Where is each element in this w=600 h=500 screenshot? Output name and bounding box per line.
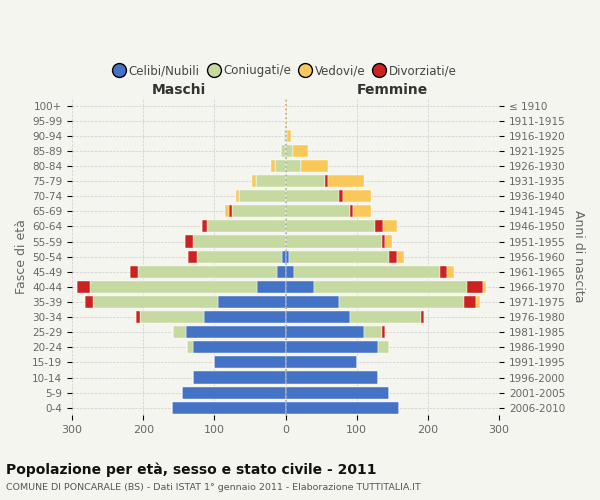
Bar bbox=[85, 296, 94, 308]
Bar bbox=[286, 372, 378, 384]
Bar bbox=[140, 311, 204, 323]
Bar bbox=[483, 281, 486, 293]
Bar bbox=[286, 100, 287, 112]
Bar bbox=[208, 220, 286, 232]
Bar bbox=[286, 114, 287, 126]
Bar bbox=[339, 190, 343, 202]
Bar bbox=[286, 402, 400, 414]
Bar bbox=[353, 206, 371, 218]
Bar bbox=[343, 190, 371, 202]
Bar bbox=[136, 311, 140, 323]
Bar bbox=[467, 281, 483, 293]
Bar bbox=[185, 236, 193, 248]
Bar bbox=[382, 326, 385, 338]
Bar bbox=[186, 326, 286, 338]
Bar bbox=[173, 326, 186, 338]
Bar bbox=[382, 236, 385, 248]
Bar bbox=[286, 296, 339, 308]
Text: Popolazione per età, sesso e stato civile - 2011: Popolazione per età, sesso e stato civil… bbox=[6, 462, 377, 477]
Bar bbox=[350, 311, 421, 323]
Bar bbox=[271, 160, 275, 172]
Bar bbox=[476, 296, 480, 308]
Bar bbox=[90, 281, 257, 293]
Text: Maschi: Maschi bbox=[152, 83, 206, 97]
Bar bbox=[385, 236, 392, 248]
Bar bbox=[339, 296, 464, 308]
Bar bbox=[464, 296, 476, 308]
Bar bbox=[286, 206, 350, 218]
Bar bbox=[286, 175, 325, 187]
Bar bbox=[282, 250, 286, 262]
Bar bbox=[281, 145, 286, 157]
Bar bbox=[364, 326, 382, 338]
Bar bbox=[286, 356, 357, 368]
Bar bbox=[289, 250, 389, 262]
Bar bbox=[286, 326, 364, 338]
Bar bbox=[286, 190, 339, 202]
Bar bbox=[229, 206, 232, 218]
Bar bbox=[239, 190, 286, 202]
Bar bbox=[232, 206, 286, 218]
Bar bbox=[225, 206, 229, 218]
Bar bbox=[94, 296, 218, 308]
Bar bbox=[314, 281, 467, 293]
Bar bbox=[172, 402, 286, 414]
Bar bbox=[286, 341, 378, 353]
Bar bbox=[328, 175, 364, 187]
Bar bbox=[293, 145, 308, 157]
Bar bbox=[236, 190, 239, 202]
Bar bbox=[294, 266, 440, 278]
Bar bbox=[193, 236, 286, 248]
Bar bbox=[214, 356, 286, 368]
Bar bbox=[193, 372, 286, 384]
Bar bbox=[286, 250, 289, 262]
Bar bbox=[286, 236, 382, 248]
Bar bbox=[378, 341, 389, 353]
Bar bbox=[440, 266, 447, 278]
Bar bbox=[286, 266, 294, 278]
Bar bbox=[350, 206, 353, 218]
Bar bbox=[397, 250, 404, 262]
Bar bbox=[256, 175, 286, 187]
Bar bbox=[286, 386, 389, 398]
Text: COMUNE DI PONCARALE (BS) - Dati ISTAT 1° gennaio 2011 - Elaborazione TUTTITALIA.: COMUNE DI PONCARALE (BS) - Dati ISTAT 1°… bbox=[6, 482, 421, 492]
Y-axis label: Anni di nascita: Anni di nascita bbox=[572, 210, 585, 303]
Bar bbox=[202, 220, 208, 232]
Bar bbox=[301, 160, 328, 172]
Bar bbox=[284, 130, 286, 142]
Bar bbox=[286, 220, 374, 232]
Bar bbox=[130, 266, 139, 278]
Bar bbox=[286, 281, 314, 293]
Bar bbox=[275, 160, 286, 172]
Bar bbox=[252, 175, 256, 187]
Bar bbox=[77, 281, 90, 293]
Bar bbox=[286, 130, 287, 142]
Bar bbox=[277, 266, 286, 278]
Y-axis label: Fasce di età: Fasce di età bbox=[15, 219, 28, 294]
Bar bbox=[383, 220, 397, 232]
Bar bbox=[374, 220, 383, 232]
Bar bbox=[287, 130, 290, 142]
Bar bbox=[286, 145, 293, 157]
Bar bbox=[182, 386, 286, 398]
Bar bbox=[139, 266, 277, 278]
Bar bbox=[421, 311, 424, 323]
Bar bbox=[389, 250, 397, 262]
Bar bbox=[197, 250, 282, 262]
Bar bbox=[286, 160, 301, 172]
Bar bbox=[447, 266, 454, 278]
Bar bbox=[187, 341, 193, 353]
Text: Femmine: Femmine bbox=[357, 83, 428, 97]
Bar bbox=[218, 296, 286, 308]
Bar bbox=[204, 311, 286, 323]
Bar bbox=[257, 281, 286, 293]
Bar bbox=[325, 175, 328, 187]
Bar bbox=[193, 341, 286, 353]
Bar bbox=[188, 250, 197, 262]
Bar bbox=[286, 311, 350, 323]
Legend: Celibi/Nubili, Coniugati/e, Vedovi/e, Divorziati/e: Celibi/Nubili, Coniugati/e, Vedovi/e, Di… bbox=[110, 60, 461, 82]
